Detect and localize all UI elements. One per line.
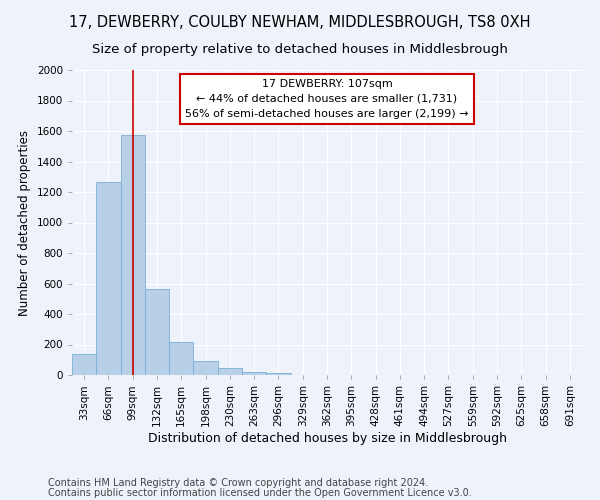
Bar xyxy=(266,373,290,375)
Bar xyxy=(169,342,193,375)
Bar xyxy=(242,372,266,375)
Text: 17 DEWBERRY: 107sqm
← 44% of detached houses are smaller (1,731)
56% of semi-det: 17 DEWBERRY: 107sqm ← 44% of detached ho… xyxy=(185,79,469,119)
Bar xyxy=(218,368,242,375)
Text: Contains HM Land Registry data © Crown copyright and database right 2024.: Contains HM Land Registry data © Crown c… xyxy=(48,478,428,488)
X-axis label: Distribution of detached houses by size in Middlesbrough: Distribution of detached houses by size … xyxy=(148,432,506,444)
Bar xyxy=(96,182,121,375)
Bar xyxy=(193,362,218,375)
Bar xyxy=(72,354,96,375)
Bar xyxy=(121,135,145,375)
Y-axis label: Number of detached properties: Number of detached properties xyxy=(18,130,31,316)
Bar xyxy=(145,289,169,375)
Text: Contains public sector information licensed under the Open Government Licence v3: Contains public sector information licen… xyxy=(48,488,472,498)
Text: 17, DEWBERRY, COULBY NEWHAM, MIDDLESBROUGH, TS8 0XH: 17, DEWBERRY, COULBY NEWHAM, MIDDLESBROU… xyxy=(69,15,531,30)
Text: Size of property relative to detached houses in Middlesbrough: Size of property relative to detached ho… xyxy=(92,42,508,56)
